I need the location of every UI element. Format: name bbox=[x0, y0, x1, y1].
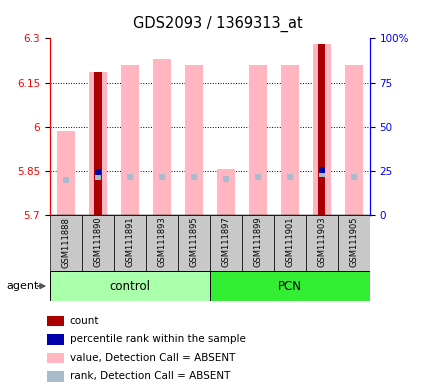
Bar bbox=[82, 215, 114, 271]
Bar bbox=[47, 353, 64, 363]
Bar bbox=[50, 215, 82, 271]
Text: GSM111897: GSM111897 bbox=[221, 217, 230, 268]
Text: percentile rank within the sample: percentile rank within the sample bbox=[69, 334, 245, 344]
Text: GSM111888: GSM111888 bbox=[61, 217, 70, 268]
Bar bbox=[47, 334, 64, 345]
Bar bbox=[153, 59, 170, 215]
Bar bbox=[305, 215, 337, 271]
Text: GSM111893: GSM111893 bbox=[157, 217, 166, 268]
Bar bbox=[209, 215, 241, 271]
Bar bbox=[57, 131, 75, 215]
Bar bbox=[249, 65, 266, 215]
Text: GDS2093 / 1369313_at: GDS2093 / 1369313_at bbox=[132, 15, 302, 31]
Bar bbox=[209, 271, 369, 301]
Bar bbox=[121, 65, 138, 215]
Bar bbox=[217, 169, 234, 215]
Bar bbox=[280, 65, 298, 215]
Text: value, Detection Call = ABSENT: value, Detection Call = ABSENT bbox=[69, 353, 235, 363]
Text: GSM111905: GSM111905 bbox=[349, 217, 358, 267]
Text: GSM111891: GSM111891 bbox=[125, 217, 134, 267]
Text: GSM111895: GSM111895 bbox=[189, 217, 198, 267]
Text: GSM111890: GSM111890 bbox=[93, 217, 102, 267]
Text: PCN: PCN bbox=[277, 280, 301, 293]
Bar bbox=[94, 72, 101, 215]
Bar bbox=[50, 271, 210, 301]
Text: GSM111901: GSM111901 bbox=[285, 217, 294, 267]
Bar bbox=[89, 72, 106, 215]
Bar bbox=[178, 215, 209, 271]
Bar bbox=[241, 215, 273, 271]
Bar bbox=[47, 316, 64, 326]
Bar bbox=[318, 44, 325, 215]
Bar bbox=[337, 215, 369, 271]
Text: GSM111899: GSM111899 bbox=[253, 217, 262, 267]
Bar bbox=[146, 215, 178, 271]
Text: count: count bbox=[69, 316, 99, 326]
Bar bbox=[312, 44, 330, 215]
Bar bbox=[273, 215, 305, 271]
Bar bbox=[114, 215, 146, 271]
Text: control: control bbox=[109, 280, 150, 293]
Text: agent: agent bbox=[7, 281, 39, 291]
Bar bbox=[185, 65, 202, 215]
Bar bbox=[344, 65, 362, 215]
Bar bbox=[47, 371, 64, 382]
Text: rank, Detection Call = ABSENT: rank, Detection Call = ABSENT bbox=[69, 371, 230, 381]
Text: GSM111903: GSM111903 bbox=[316, 217, 326, 267]
